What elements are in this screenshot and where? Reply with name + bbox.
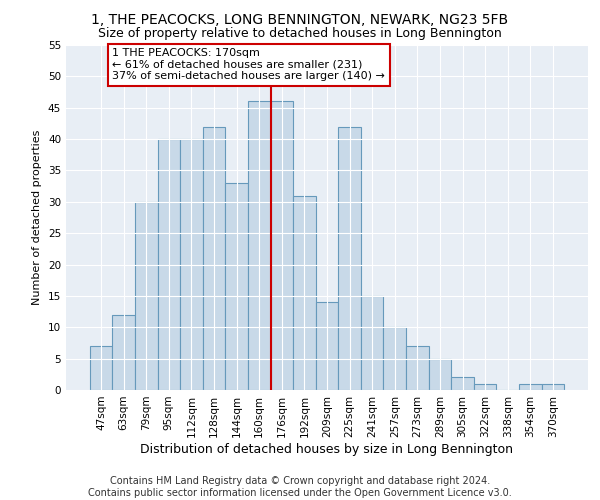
Bar <box>90 346 112 390</box>
Bar <box>271 102 293 390</box>
X-axis label: Distribution of detached houses by size in Long Bennington: Distribution of detached houses by size … <box>140 442 514 456</box>
Bar <box>406 346 428 390</box>
Bar <box>519 384 542 390</box>
Y-axis label: Number of detached properties: Number of detached properties <box>32 130 43 305</box>
Bar <box>316 302 338 390</box>
Bar <box>474 384 496 390</box>
Bar <box>226 183 248 390</box>
Bar <box>248 102 271 390</box>
Bar <box>135 202 158 390</box>
Bar <box>180 139 203 390</box>
Text: 1, THE PEACOCKS, LONG BENNINGTON, NEWARK, NG23 5FB: 1, THE PEACOCKS, LONG BENNINGTON, NEWARK… <box>91 12 509 26</box>
Bar <box>428 358 451 390</box>
Bar <box>293 196 316 390</box>
Text: Contains HM Land Registry data © Crown copyright and database right 2024.
Contai: Contains HM Land Registry data © Crown c… <box>88 476 512 498</box>
Bar <box>361 296 383 390</box>
Bar <box>383 328 406 390</box>
Bar <box>542 384 564 390</box>
Text: 1 THE PEACOCKS: 170sqm
← 61% of detached houses are smaller (231)
37% of semi-de: 1 THE PEACOCKS: 170sqm ← 61% of detached… <box>112 48 385 82</box>
Text: Size of property relative to detached houses in Long Bennington: Size of property relative to detached ho… <box>98 28 502 40</box>
Bar <box>158 139 180 390</box>
Bar <box>203 126 226 390</box>
Bar <box>112 314 135 390</box>
Bar <box>338 126 361 390</box>
Bar <box>451 378 474 390</box>
